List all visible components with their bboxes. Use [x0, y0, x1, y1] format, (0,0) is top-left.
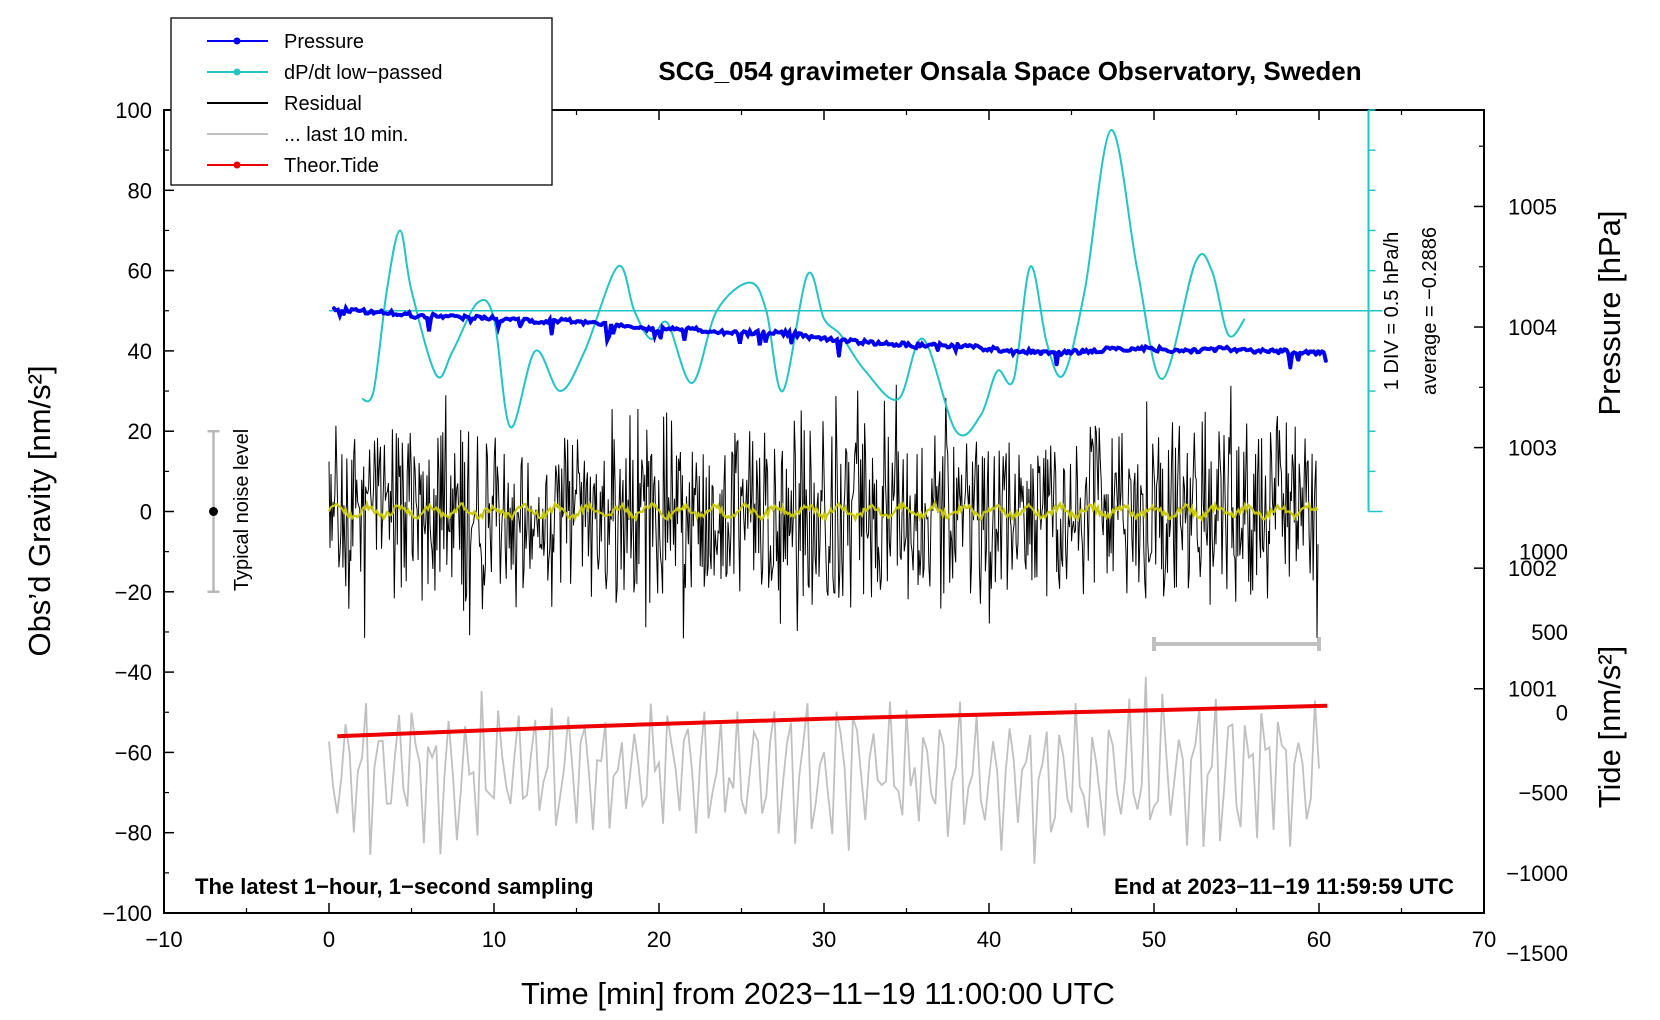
legend-label: ... last 10 min.: [284, 124, 409, 146]
dpdt-average-label: average = −0.2886: [1419, 227, 1441, 395]
legend-label: Residual: [284, 93, 362, 115]
noise-bar-label: Typical noise level: [231, 429, 253, 591]
tide-tick-label: −1000: [1506, 861, 1568, 886]
tide-tick-label: 1000: [1519, 540, 1568, 565]
x-tick-label: 40: [977, 927, 1001, 952]
y-tick-label: −40: [115, 660, 152, 685]
y-tick-label: −100: [102, 901, 152, 926]
series-residual-line: [328, 384, 1319, 639]
y-axis-title-pressure: Pressure [hPa]: [1592, 210, 1627, 415]
legend-label: Pressure: [284, 31, 364, 53]
tide-tick-label: 0: [1556, 700, 1568, 725]
pressure-tick-label: 1005: [1508, 194, 1557, 219]
y-tick-label: 20: [128, 419, 152, 444]
legend-box: [170, 17, 553, 186]
tide-tick-label: −500: [1518, 781, 1568, 806]
noise-bar-center-dot: [209, 507, 218, 516]
y-tick-label: 40: [128, 339, 152, 364]
ticks-layer: −10 0 10 20 30 40 50 60 70100806040200−20−40−60−…: [102, 98, 1568, 966]
pressure-tick-label: 1002: [1508, 556, 1557, 581]
annotation-right: End at 2023−11−19 11:59:59 UTC: [1114, 874, 1454, 899]
x-axis-title: Time [min] from 2023−11−19 11:00:00 UTC: [521, 976, 1115, 1011]
legend-swatch-dot: [233, 37, 241, 45]
y-axis-title-left: Obs’d Gravity [nm/s²]: [22, 365, 57, 656]
pressure-tick-label: 1001: [1508, 677, 1557, 702]
pressure-tick-label: 1004: [1508, 315, 1557, 340]
pressure-tick-label: 1003: [1508, 436, 1557, 461]
y-tick-label: 60: [128, 259, 152, 284]
dpdt-scale-label: 1 DIV = 0.5 hPa/h: [1381, 232, 1403, 390]
tide-tick-label: 500: [1531, 620, 1568, 645]
series-last10-line: [328, 676, 1320, 864]
tide-tick-label: −1500: [1506, 941, 1568, 966]
y-tick-label: −60: [115, 740, 152, 765]
legend-label: Theor.Tide: [284, 155, 379, 177]
series-pressure-dots: [332, 303, 1328, 369]
x-tick-label: 70: [1472, 927, 1496, 952]
y-tick-label: 0: [140, 500, 152, 525]
legend-swatch-dot: [233, 68, 241, 76]
x-tick-label: −10: [145, 927, 182, 952]
y-tick-label: 100: [115, 98, 152, 123]
y-tick-label: 80: [128, 178, 152, 203]
y-tick-label: −20: [115, 580, 152, 605]
x-tick-label: 0: [323, 927, 335, 952]
series-layer: [207, 109, 1383, 864]
legend: Pressure dP/dt low−passed Residual ... last…: [170, 17, 553, 186]
x-tick-label: 10: [482, 927, 506, 952]
series-dpdt-line: [361, 129, 1246, 437]
legend-swatch-dot: [233, 161, 241, 169]
x-tick-label: 50: [1142, 927, 1166, 952]
legend-label: dP/dt low−passed: [284, 62, 442, 84]
series-tide-line: [337, 703, 1328, 739]
x-tick-label: 30: [812, 927, 836, 952]
annotation-left: The latest 1−hour, 1−second sampling: [195, 874, 594, 899]
y-tick-label: −80: [115, 821, 152, 846]
chart-title: SCG_054 gravimeter Onsala Space Observat…: [658, 56, 1361, 86]
x-tick-label: 20: [647, 927, 671, 952]
y-axis-title-tide: Tide [nm/s²]: [1592, 646, 1627, 809]
series-residual-smoothed-line: [327, 499, 1319, 523]
x-tick-label: 60: [1307, 927, 1331, 952]
